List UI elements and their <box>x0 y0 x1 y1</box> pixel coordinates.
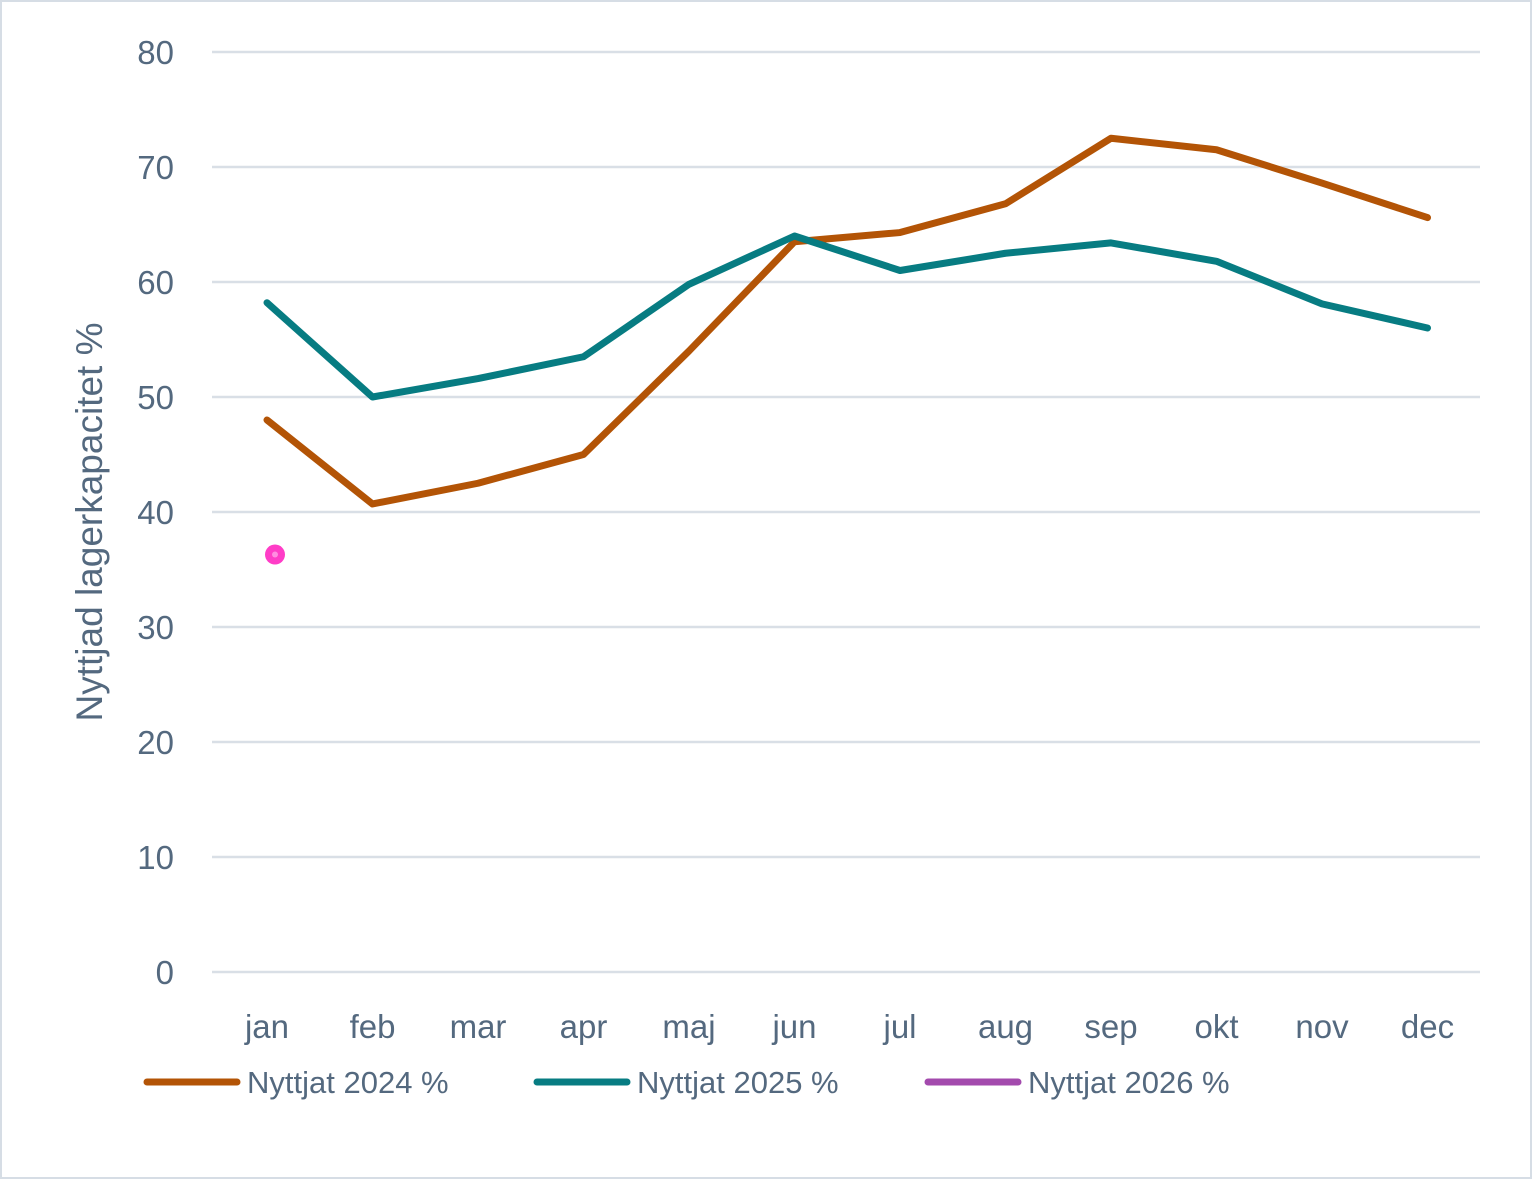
x-tick-label: dec <box>1401 1008 1454 1045</box>
y-tick-label: 50 <box>137 379 174 416</box>
y-tick-label: 20 <box>137 724 174 761</box>
series-line-nyttjat-2025 <box>263 232 1431 401</box>
y-tick-label: 60 <box>137 264 174 301</box>
x-tick-label: jan <box>244 1008 289 1045</box>
y-tick-label: 40 <box>137 494 174 531</box>
y-tick-label: 30 <box>137 609 174 646</box>
x-tick-label: sep <box>1084 1008 1137 1045</box>
y-tick-label: 80 <box>137 34 174 71</box>
y-tick-label: 10 <box>137 839 174 876</box>
legend-label: Nyttjat 2025 % <box>637 1065 839 1100</box>
x-tick-label: mar <box>450 1008 507 1045</box>
x-tick-label: apr <box>560 1008 608 1045</box>
x-tick-label: jun <box>771 1008 816 1045</box>
x-tick-label: okt <box>1194 1008 1238 1045</box>
data-point-highlight <box>272 551 278 558</box>
series-lines <box>263 134 1431 565</box>
y-axis-title: Nyttjad lagerkapacitet % <box>69 323 110 722</box>
legend-label: Nyttjat 2024 % <box>247 1065 449 1100</box>
x-tick-label: maj <box>662 1008 715 1045</box>
x-tick-label: jul <box>882 1008 916 1045</box>
x-tick-label: nov <box>1295 1008 1349 1045</box>
gridlines <box>212 50 1480 974</box>
x-axis-ticks: jan feb mar apr maj jun jul aug sep okt nov dec <box>244 1008 1454 1045</box>
y-tick-label: 0 <box>156 954 174 991</box>
x-tick-label: feb <box>350 1008 396 1045</box>
y-axis-ticks: 0 10 20 30 40 50 60 70 80 <box>137 34 174 991</box>
legend: Nyttjat 2024 % Nyttjat 2025 % Nyttjat 2026… <box>143 1065 1230 1100</box>
x-tick-label: aug <box>978 1008 1033 1045</box>
y-tick-label: 70 <box>137 149 174 186</box>
series-line-nyttjat-2024 <box>263 134 1431 508</box>
legend-label: Nyttjat 2026 % <box>1028 1065 1230 1100</box>
